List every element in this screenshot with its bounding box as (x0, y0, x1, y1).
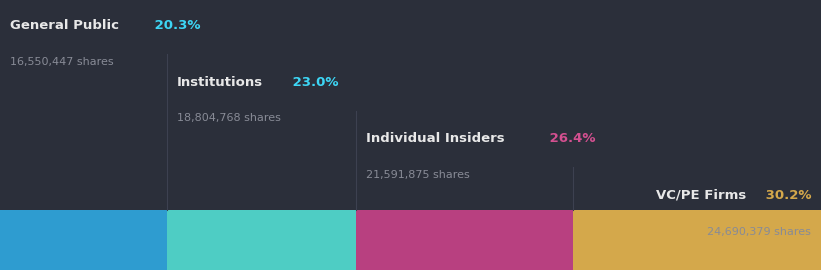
Text: 23.0%: 23.0% (288, 76, 338, 89)
Text: Institutions: Institutions (177, 76, 263, 89)
Text: General Public: General Public (10, 19, 119, 32)
Text: 24,690,379 shares: 24,690,379 shares (707, 227, 811, 237)
Text: 16,550,447 shares: 16,550,447 shares (10, 57, 113, 67)
Text: 30.2%: 30.2% (760, 189, 811, 202)
Text: 18,804,768 shares: 18,804,768 shares (177, 113, 281, 123)
Text: 21,591,875 shares: 21,591,875 shares (365, 170, 470, 180)
Text: 26.4%: 26.4% (544, 132, 595, 145)
Bar (0, 210, 167, 270)
Text: Individual Insiders: Individual Insiders (365, 132, 504, 145)
Bar (167, 210, 355, 270)
Bar (355, 210, 573, 270)
Text: 20.3%: 20.3% (150, 19, 201, 32)
Text: VC/PE Firms: VC/PE Firms (656, 189, 746, 202)
Bar (573, 210, 821, 270)
